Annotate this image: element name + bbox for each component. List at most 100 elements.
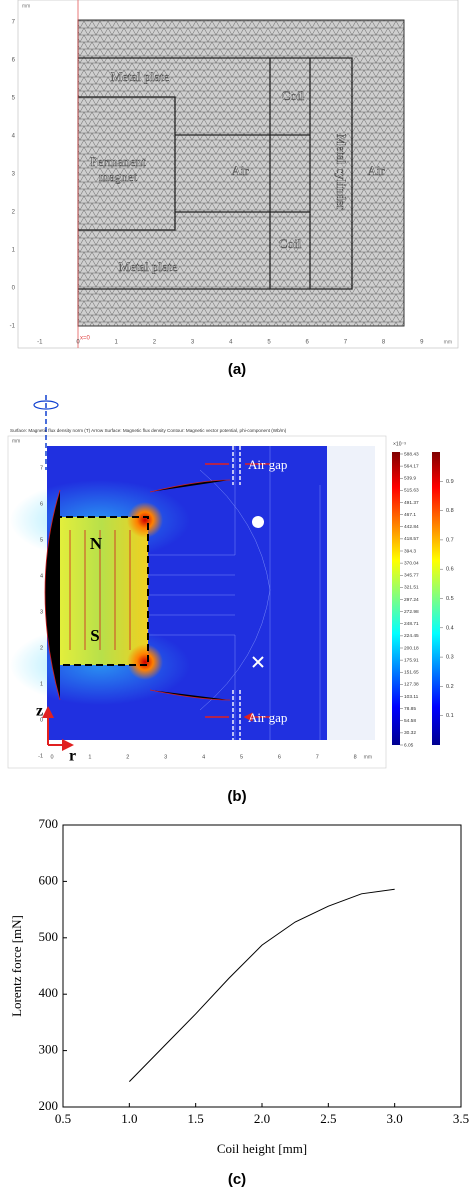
region-label: Coil [282,88,305,103]
panel-b [7,395,440,769]
y-tick-label: -1 [10,324,16,330]
field-arrows [44,479,231,701]
x-tick-label: 3.0 [387,1111,403,1126]
x-tick-label: 2 [126,754,129,760]
y-tick-label: 300 [39,1042,59,1057]
colorbar-label: 442.84 [404,524,419,530]
colorbar-label: 515.63 [404,488,419,494]
x-tick-label: 1.5 [188,1111,204,1126]
x-tick-label: 5 [240,754,243,760]
colorbar [392,452,400,745]
y-tick-label: 2 [40,645,43,651]
y-tick-label: 0 [12,286,16,292]
colorbar-label: 418.57 [404,536,419,542]
colorbar-label: 54.58 [404,718,416,724]
colorbar-label: 0.4 [446,625,454,631]
gap-arrows [205,463,270,717]
x-axis-title: Coil height [mm] [217,1141,307,1156]
colorbar-label: 0.5 [446,596,454,602]
colorbar-label: 321.51 [404,585,419,591]
colorbar-label: 0.7 [446,537,454,543]
boundaries [78,57,353,290]
x-tick-label: 1 [88,754,91,760]
x-tick-label: 0.5 [55,1111,71,1126]
x-tick-label: 7 [344,340,348,346]
y-tick-label: 0 [40,717,43,723]
colorbar-label: 564.17 [404,463,419,469]
unit-label: mm [364,754,372,760]
colorbar-exponent: ×10⁻³ [393,441,406,447]
air-gap-label: Air gap [248,457,287,472]
x-tick-label: 8 [382,340,386,346]
axis-label: z [36,703,43,720]
region-label: Metal plate [111,69,170,84]
colorbar-label: 0.1 [446,713,454,719]
plot-frame [62,824,462,1108]
colorbar-label: 224.45 [404,633,419,639]
y-tick-label: 400 [39,985,59,1000]
y-tick-label: 5 [40,537,43,543]
region-label: Air [231,163,249,178]
x-tick-label: 3 [191,340,195,346]
hotspot [127,502,163,538]
x-tick-label: 9 [420,340,424,346]
region-label: Metal cylinder [334,134,349,211]
colorbar-label: 0.9 [446,479,454,485]
unit-label: mm [444,339,452,345]
y-tick-label: 600 [39,872,59,887]
x-tick-label: 7 [316,754,319,760]
x-tick-label: 1.0 [121,1111,137,1126]
x-tick-label: 1 [115,340,119,346]
unit-label: mm [12,438,20,444]
x-tick-label: 8 [354,754,357,760]
x-tick-label: 6 [306,340,310,346]
x-tick-label: 4 [202,754,205,760]
y-tick-label: 7 [40,465,43,471]
colorbar-label: 78.85 [404,706,416,712]
colorbar-label: 248.71 [404,621,419,627]
panel-caption: (c) [228,1171,246,1188]
colorbar-label: 0.3 [446,655,454,661]
x-tick-label: 6 [278,754,281,760]
x-tick-label: 5 [267,340,271,346]
colorbar-label: 127.38 [404,682,419,688]
colorbar-label: 200.18 [404,645,419,651]
colorbar-label: 539.9 [404,476,416,482]
magnet-outline [54,516,149,666]
colorbar-label: 0.6 [446,567,454,573]
colorbar-label: 370.04 [404,560,419,566]
colorbar-label: 394.3 [404,548,416,554]
current-in [252,656,264,668]
panel-caption: (b) [227,788,246,805]
colorbar-label: 491.37 [404,500,419,506]
colorbar-label: 0.8 [446,508,454,514]
y-tick-label: 6 [12,58,16,64]
marker-label: x=0 [80,336,91,342]
y-tick-label: 4 [40,573,43,579]
current-out [252,516,264,528]
magnet [55,517,148,665]
y-tick-label: 500 [39,929,59,944]
air-gap-lines [232,446,241,740]
colorbar-label: 6.05 [404,742,414,748]
x-tick-label: 0 [76,340,80,346]
colorbar-label: 0.2 [446,684,454,690]
x-tick-label: 2.0 [254,1111,270,1126]
x-tick-label: 3 [164,754,167,760]
colorbar-label: 272.98 [404,609,419,615]
panel-caption: (a) [228,361,246,378]
y-tick-label: 200 [39,1098,59,1113]
data-line [128,888,395,1082]
x-tick-label: 3.5 [453,1111,469,1126]
rotation-mark [33,400,59,410]
colorbar-label: 30.32 [404,730,416,736]
region-label: Air [367,163,385,178]
panel-a [17,0,459,349]
mesh [77,19,405,327]
colorbar-label: 151.65 [404,670,419,676]
region-label: Metal plate [119,259,178,274]
x-tick-label: 2 [153,340,157,346]
colorbar-label: 175.91 [404,657,419,663]
